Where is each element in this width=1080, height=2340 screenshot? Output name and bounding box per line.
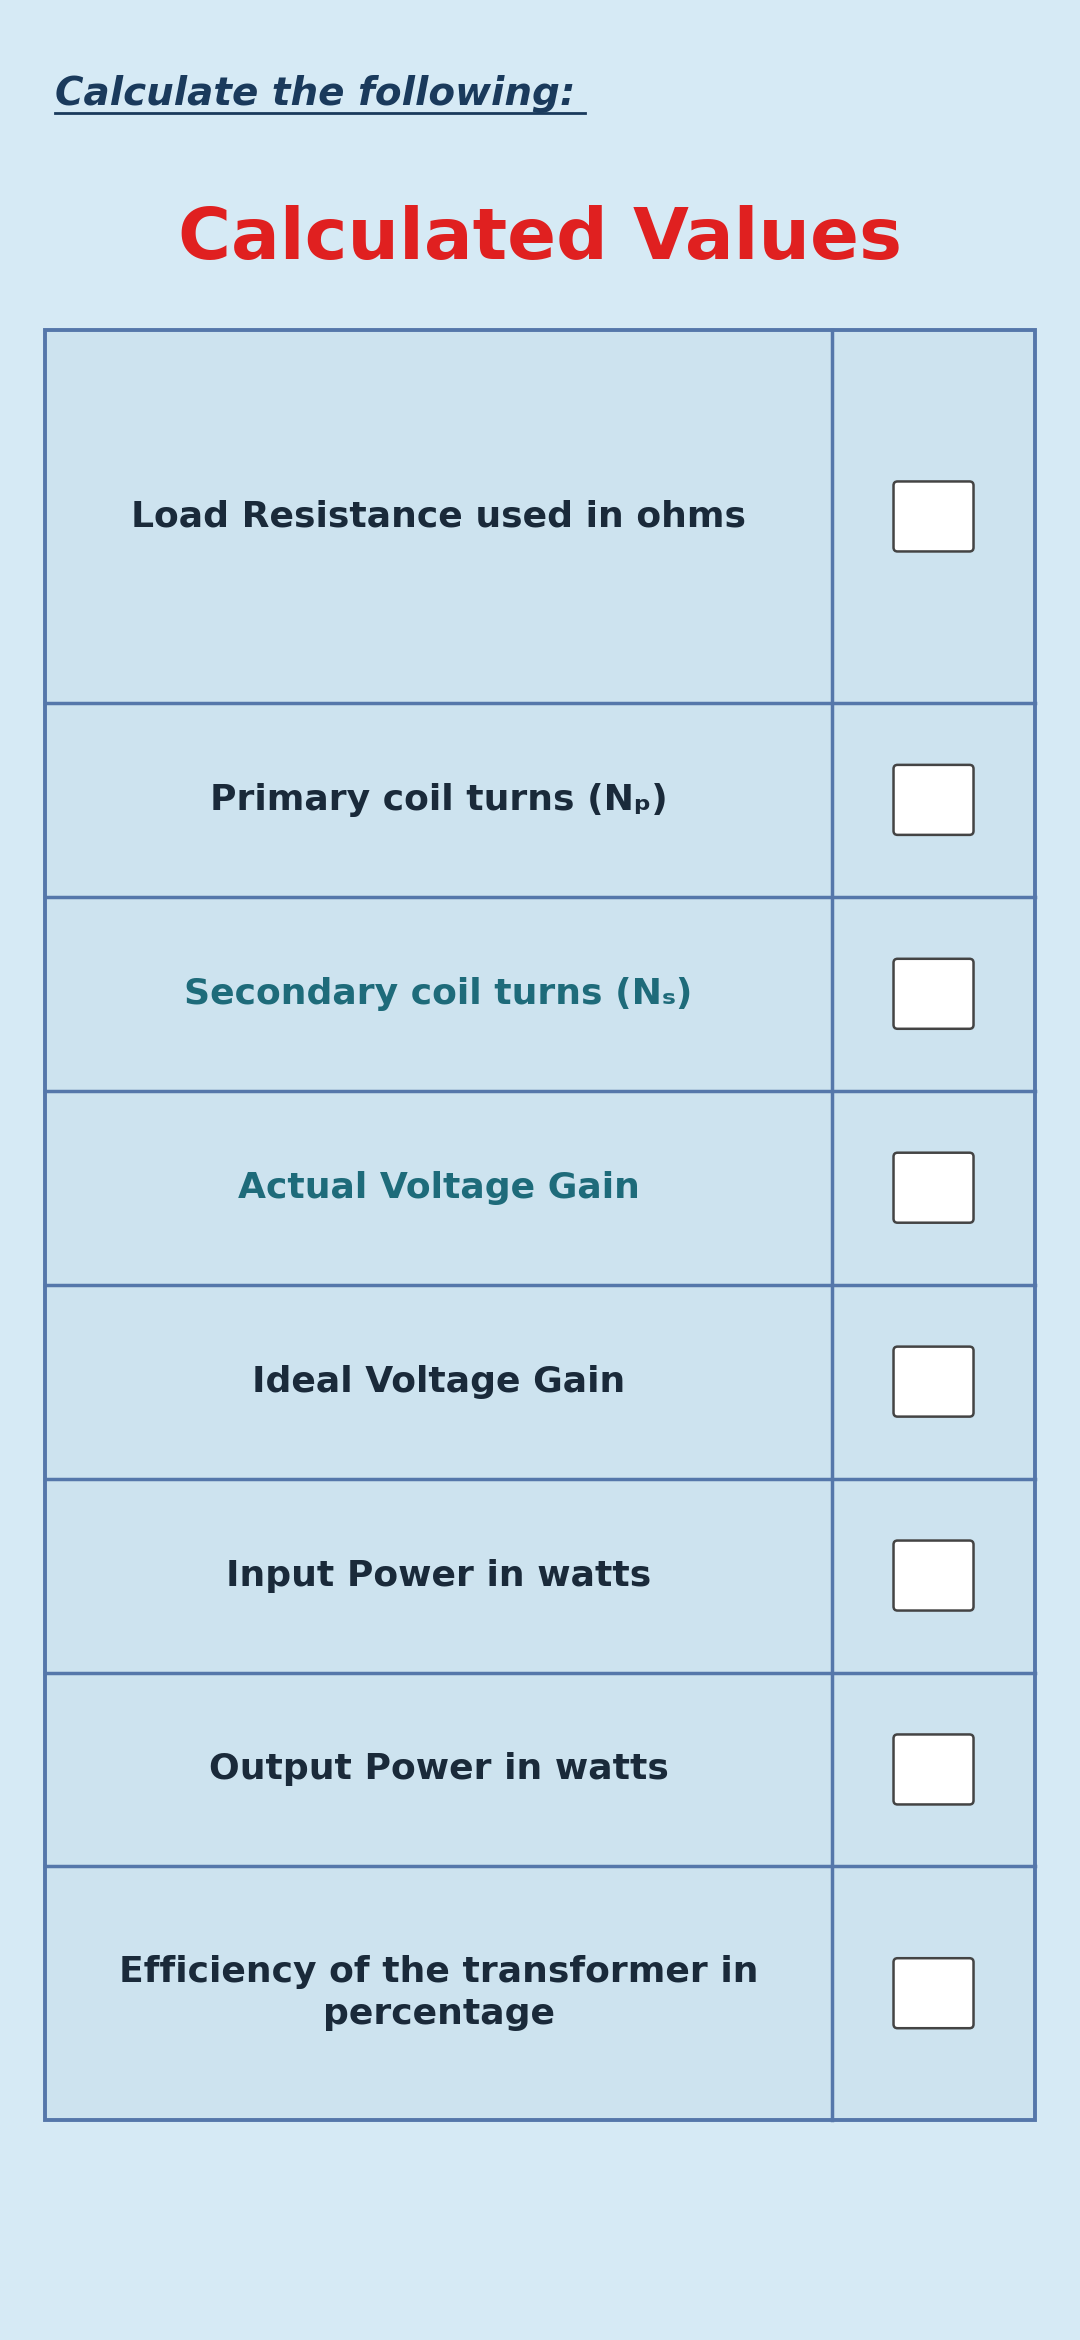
Text: Ideal Voltage Gain: Ideal Voltage Gain xyxy=(252,1364,625,1399)
Text: Secondary coil turns (Nₛ): Secondary coil turns (Nₛ) xyxy=(185,976,692,1011)
FancyBboxPatch shape xyxy=(893,1346,973,1416)
Text: Primary coil turns (Nₚ): Primary coil turns (Nₚ) xyxy=(210,784,667,817)
Text: Efficiency of the transformer in
percentage: Efficiency of the transformer in percent… xyxy=(119,1956,758,2031)
Bar xyxy=(45,330,1035,2120)
FancyBboxPatch shape xyxy=(893,1734,973,1804)
FancyBboxPatch shape xyxy=(893,1154,973,1224)
FancyBboxPatch shape xyxy=(893,482,973,552)
Text: Load Resistance used in ohms: Load Resistance used in ohms xyxy=(131,498,746,534)
FancyBboxPatch shape xyxy=(893,959,973,1030)
Text: Input Power in watts: Input Power in watts xyxy=(226,1558,651,1594)
FancyBboxPatch shape xyxy=(893,1959,973,2029)
FancyBboxPatch shape xyxy=(893,1540,973,1610)
Text: Calculate the following:: Calculate the following: xyxy=(55,75,576,112)
Text: Calculated Values: Calculated Values xyxy=(178,206,902,274)
FancyBboxPatch shape xyxy=(893,765,973,835)
Text: Actual Voltage Gain: Actual Voltage Gain xyxy=(238,1170,639,1205)
Text: Output Power in watts: Output Power in watts xyxy=(208,1753,669,1785)
